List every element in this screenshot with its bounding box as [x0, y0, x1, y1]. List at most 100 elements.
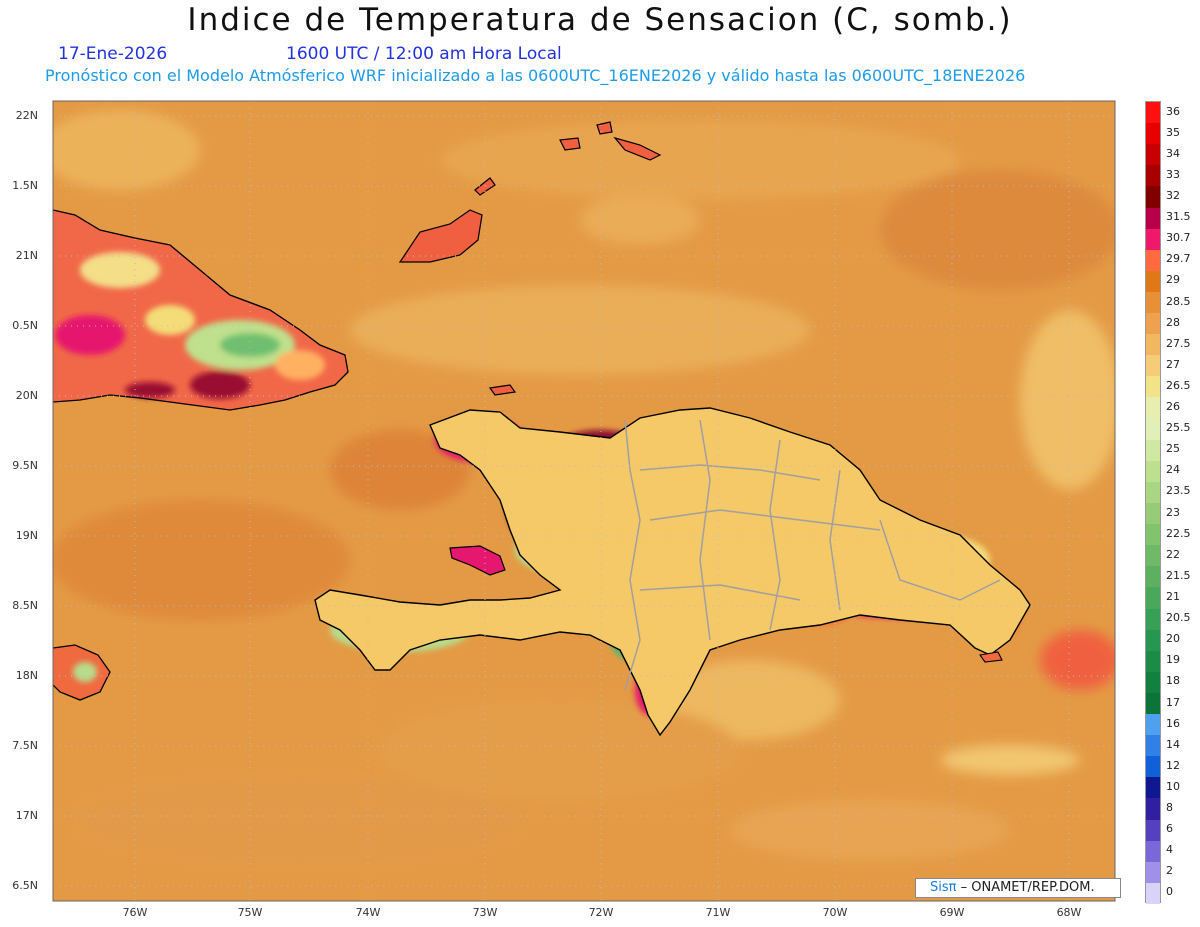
legend-swatch [1146, 629, 1160, 652]
legend-label: 29 [1166, 273, 1180, 287]
lat-label: 9.5N [12, 459, 38, 472]
legend-label: 16 [1166, 716, 1180, 730]
legend-swatch [1146, 102, 1160, 124]
lon-label: 68W [1056, 906, 1082, 919]
legend-swatch [1146, 144, 1160, 166]
legend-swatch [1146, 207, 1160, 230]
lat-label: 0.5N [12, 319, 38, 332]
legend-swatch [1146, 397, 1160, 420]
lon-label: 76W [122, 906, 148, 919]
legend-swatch [1146, 355, 1160, 377]
legend-label: 32 [1166, 188, 1180, 202]
legend-swatch [1146, 186, 1160, 208]
legend-swatch [1146, 587, 1160, 609]
legend-swatch [1146, 671, 1160, 694]
graticule [53, 101, 1115, 901]
legend-swatch [1146, 313, 1160, 335]
legend-swatch [1146, 756, 1160, 778]
legend-label: 20.5 [1166, 611, 1191, 625]
forecast-date: 17-Ene-2026 [58, 44, 168, 64]
bahamas-islands [398, 121, 662, 396]
legend-label: 0 [1166, 885, 1173, 899]
legend-swatch [1146, 291, 1160, 314]
legend-label: 29.7 [1166, 252, 1191, 266]
legend-swatch [1146, 249, 1160, 272]
legend-swatch [1146, 735, 1160, 757]
lon-label: 71W [705, 906, 731, 919]
lon-label: 69W [939, 906, 965, 919]
model-info-subtitle: Pronóstico con el Modelo Atmósferico WRF… [45, 66, 1026, 85]
legend-swatch [1146, 777, 1160, 799]
lat-label: 19N [15, 529, 38, 542]
legend-label: 27 [1166, 357, 1180, 371]
legend-label: 27.5 [1166, 336, 1191, 350]
legend-label: 19 [1166, 653, 1180, 667]
legend-label: 20 [1166, 632, 1180, 646]
legend-swatch [1146, 270, 1160, 293]
legend-label: 18 [1166, 674, 1180, 688]
map-title: Indice de Temperatura de Sensacion (C, s… [187, 2, 1013, 38]
legend-label: 21 [1166, 589, 1180, 603]
legend-swatch [1146, 228, 1160, 251]
legend-swatch [1146, 882, 1160, 905]
lat-label: 18N [15, 669, 38, 682]
legend-swatch [1146, 524, 1160, 546]
jamaica-landmass [53, 644, 111, 701]
lat-label: 17N [15, 809, 38, 822]
lat-label: 20N [15, 389, 38, 402]
legend-swatch [1146, 566, 1160, 588]
cuba-landmass [53, 209, 349, 411]
legend-swatch [1146, 376, 1160, 398]
legend-label: 2 [1166, 864, 1173, 878]
forecast-time: 1600 UTC / 12:00 am Hora Local [286, 44, 562, 64]
legend-label: 33 [1166, 167, 1180, 181]
lat-label: 7.5N [12, 739, 38, 752]
legend-label: 28 [1166, 315, 1180, 329]
hispaniola-landmass [314, 407, 1031, 736]
legend-swatch [1146, 545, 1160, 567]
legend-label: 12 [1166, 758, 1180, 772]
legend-swatch [1146, 608, 1160, 631]
sispi-logo: Sisπ [930, 880, 957, 895]
legend-label: 23.5 [1166, 484, 1191, 498]
legend-swatch [1146, 840, 1160, 863]
lon-label: 75W [237, 906, 263, 919]
legend-label: 30.7 [1166, 231, 1191, 245]
legend-label: 22.5 [1166, 526, 1191, 540]
legend-swatch [1146, 650, 1160, 673]
legend-swatch [1146, 123, 1160, 145]
legend-label: 31.5 [1166, 210, 1191, 224]
legend-label: 4 [1166, 843, 1173, 857]
legend-label: 22 [1166, 547, 1180, 561]
lat-label: 21N [15, 249, 38, 262]
legend-swatch [1146, 692, 1160, 715]
legend-swatch [1146, 819, 1160, 842]
lat-label: 8.5N [12, 599, 38, 612]
credit-box: Sisπ – ONAMET/REP.DOM. [915, 878, 1121, 898]
legend-swatch [1146, 460, 1160, 483]
legend-label: 17 [1166, 695, 1180, 709]
lon-label: 72W [588, 906, 614, 919]
legend-swatch [1146, 503, 1160, 525]
legend-label: 26 [1166, 400, 1180, 414]
lon-label: 70W [822, 906, 848, 919]
legend-label: 6 [1166, 822, 1173, 836]
legend-label: 8 [1166, 801, 1173, 815]
color-legend [1145, 101, 1161, 905]
lon-label: 73W [472, 906, 498, 919]
legend-swatch [1146, 418, 1160, 441]
legend-label: 23 [1166, 505, 1180, 519]
lat-label: 6.5N [12, 879, 38, 892]
legend-label: 26.5 [1166, 378, 1191, 392]
legend-label: 25.5 [1166, 421, 1191, 435]
legend-label: 34 [1166, 146, 1180, 160]
legend-label: 14 [1166, 737, 1180, 751]
legend-swatch [1146, 165, 1160, 187]
lat-label: 1.5N [12, 179, 38, 192]
lon-label: 74W [355, 906, 381, 919]
lat-label: 22N [15, 109, 38, 122]
legend-label: 28.5 [1166, 294, 1191, 308]
legend-label: 25 [1166, 442, 1180, 456]
legend-swatch [1146, 861, 1160, 884]
